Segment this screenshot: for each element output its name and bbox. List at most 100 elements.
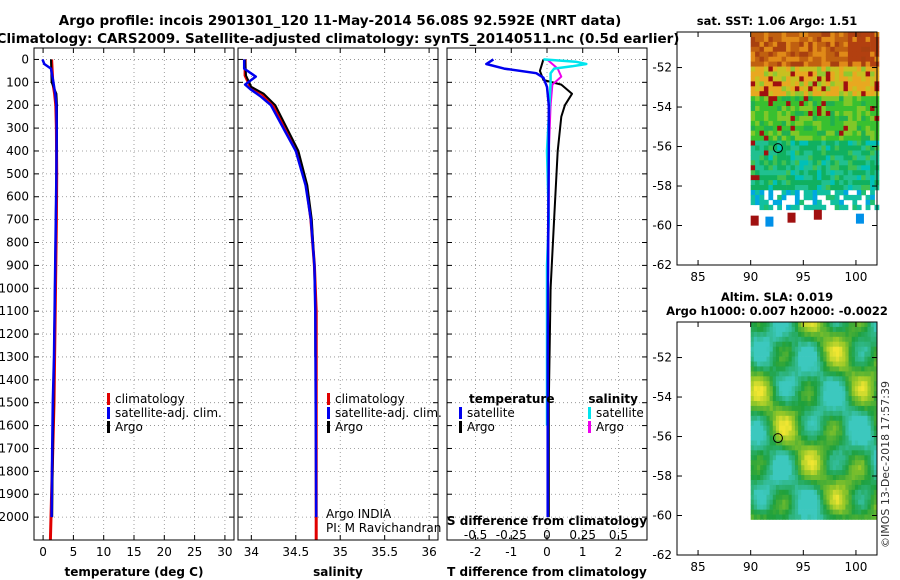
sst-map-cell: [750, 150, 756, 156]
sst-map-cell: [865, 175, 871, 181]
sla-map-cell: [810, 391, 815, 397]
sla-map-cell: [788, 435, 793, 441]
sla-map-cell: [769, 401, 774, 407]
sla-map-cell: [845, 361, 849, 367]
sst-map-cell: [777, 120, 782, 127]
sla-map-cell: [775, 391, 780, 397]
sla-map-cell: [766, 425, 771, 431]
temperature-legend-satellite-label: satellite-adj. clim.: [115, 406, 222, 420]
sst-map-cell: [750, 194, 756, 201]
sla-map-cell: [873, 420, 878, 426]
sla-map-cell: [772, 504, 777, 510]
sst-map-cell: [821, 155, 827, 161]
sla-map-cell: [782, 430, 786, 436]
sla-map-cell: [820, 376, 824, 382]
sst-map-cell: [763, 32, 769, 38]
sla-map-cell: [848, 455, 853, 461]
sla-map-cell: [794, 465, 799, 471]
sst-map-cell: [870, 36, 875, 43]
sla-map-cell: [826, 396, 831, 402]
sla-map-cell: [801, 455, 805, 461]
sst-map-cell: [861, 106, 866, 112]
sla-map-cell: [851, 475, 856, 481]
sla-map-cell: [873, 381, 878, 387]
sst-map-cell: [799, 115, 805, 122]
sla-map-cell: [750, 484, 755, 491]
sla-map-cell: [864, 440, 868, 446]
sst-map-cell: [750, 190, 756, 196]
sst-map-cell: [763, 135, 769, 141]
sst-map-cell: [825, 46, 831, 53]
sla-map-cell: [823, 346, 827, 352]
sla-map-cell: [769, 509, 774, 515]
sla-map-cell: [766, 386, 771, 392]
sla-map-cell: [779, 420, 783, 426]
sla-map-cell: [813, 465, 818, 471]
sla-map-cell: [851, 445, 856, 451]
sla-map-cell: [804, 494, 808, 501]
footer-credit: ©IMOS 13-Dec-2018 17:57:39: [879, 381, 892, 548]
sla-map-cell: [750, 514, 755, 520]
sla-map-cell: [823, 470, 827, 476]
sla-map-cell: [794, 470, 799, 476]
sst-map-cell: [750, 180, 756, 186]
sla-map-cell: [807, 361, 812, 367]
sla-map-cell: [757, 410, 761, 417]
sla-map-cell: [782, 336, 786, 343]
sst-map-cell: [777, 81, 782, 87]
sst-map-cell: [799, 185, 805, 191]
sla-map-cell: [785, 405, 789, 412]
sst-map-cell: [750, 76, 756, 82]
sla-map-cell: [798, 366, 802, 372]
sst-map-cell: [755, 130, 760, 136]
sst-map-cell: [750, 125, 756, 132]
sla-map-cell: [854, 440, 859, 446]
sla-map-cell: [763, 322, 767, 328]
sla-map-cell: [757, 356, 761, 362]
sla-map-cell: [820, 475, 824, 481]
sst-map-cell: [812, 194, 818, 201]
sst-map-cell: [830, 32, 836, 38]
sst-map-cell: [852, 204, 858, 211]
sla-map-ytick-label: -60: [652, 509, 672, 523]
sla-map-cell: [772, 440, 777, 446]
sst-map-cell: [799, 111, 805, 117]
sla-map-cell: [813, 386, 818, 392]
sst-map-cell: [856, 190, 862, 196]
sst-map-cell: [772, 96, 778, 102]
sla-map-cell: [798, 381, 802, 387]
sla-map-cell: [794, 405, 799, 412]
sla-map-cell: [823, 499, 827, 505]
sla-map-cell: [804, 381, 808, 387]
sst-map-cell: [847, 86, 853, 92]
sst-map-cell: [843, 170, 849, 176]
sst-map-cell: [768, 204, 774, 211]
sla-map-cell: [867, 415, 872, 422]
sla-map-cell: [785, 361, 789, 367]
sst-map-cell: [865, 51, 871, 57]
sst-map-cell: [768, 140, 774, 146]
sst-map-cell: [777, 86, 782, 92]
sla-map-cell: [772, 489, 777, 496]
sst-map-cell: [843, 155, 849, 161]
sst-map-cell: [834, 199, 840, 206]
sla-map-cell: [785, 331, 789, 338]
difference-legend-t-satellite-swatch: [459, 407, 462, 419]
sla-map-cell: [750, 376, 755, 382]
sla-map-cell: [817, 514, 821, 520]
sla-map-cell: [760, 435, 764, 441]
sst-map-cell: [772, 199, 778, 206]
sst-map-cell: [843, 61, 849, 67]
sla-map-cell: [807, 405, 812, 412]
sst-map-cell: [799, 199, 805, 206]
sla-map-cell: [820, 435, 824, 441]
sla-map-cell: [861, 356, 865, 362]
sst-map-cell: [812, 130, 818, 136]
sla-map-cell: [772, 336, 777, 343]
sla-map-cell: [845, 489, 849, 496]
sst-map-cell: [834, 140, 840, 146]
sla-map-cell: [851, 381, 856, 387]
sst-map-cell: [794, 51, 800, 57]
sla-map-cell: [772, 470, 777, 476]
sla-map-cell: [810, 381, 815, 387]
